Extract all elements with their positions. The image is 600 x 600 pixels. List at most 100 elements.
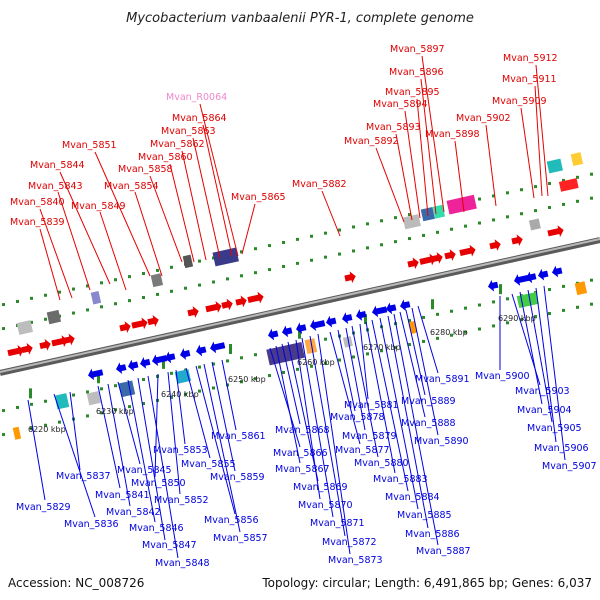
gene-label[interactable]: Mvan_5892 <box>344 136 399 147</box>
gene-label[interactable]: Mvan_5882 <box>292 179 347 190</box>
leader-line <box>192 137 221 259</box>
gene-label[interactable]: Mvan_5909 <box>492 96 547 107</box>
tick-dot <box>142 402 145 406</box>
feature-box-shape <box>570 152 584 167</box>
gene-label[interactable]: Mvan_5837 <box>56 471 111 482</box>
tick-dot <box>352 249 355 253</box>
gene-label[interactable]: Mvan_5858 <box>118 164 173 175</box>
tick-dot <box>156 292 159 296</box>
gene-label[interactable]: Mvan_5884 <box>385 492 440 503</box>
forward-gene-arrow <box>431 252 443 264</box>
gene-label[interactable]: Mvan_5848 <box>155 558 210 569</box>
gene-label[interactable]: Mvan_5861 <box>211 431 266 442</box>
gene-label[interactable]: Mvan_5846 <box>129 523 184 534</box>
gene-label[interactable]: Mvan_5904 <box>517 405 572 416</box>
top-leader-lines <box>39 55 549 301</box>
tick-dot <box>114 278 117 282</box>
gene-label[interactable]: Mvan_5897 <box>390 44 445 55</box>
gene-label[interactable]: Mvan_5836 <box>64 519 119 530</box>
gene-label[interactable]: Mvan_5841 <box>95 490 150 501</box>
gene-label[interactable]: Mvan_5853 <box>153 445 208 456</box>
feature-box <box>402 214 421 230</box>
gene-label[interactable]: Mvan_5843 <box>28 181 83 192</box>
gene-label[interactable]: Mvan_5871 <box>310 518 365 529</box>
gene-label[interactable]: Mvan_5890 <box>414 436 469 447</box>
gene-label[interactable]: Mvan_5863 <box>161 126 216 137</box>
gene-label[interactable]: Mvan_5845 <box>117 465 172 476</box>
tick-label: 6290 kbp <box>498 314 536 323</box>
reverse-gene-arrow-shape <box>116 362 127 375</box>
gene-label[interactable]: Mvan_5905 <box>527 423 582 434</box>
gene-label[interactable]: Mvan_5847 <box>142 540 197 551</box>
gene-label[interactable]: Mvan_5885 <box>397 510 452 521</box>
gene-label[interactable]: Mvan_5881 <box>344 400 399 411</box>
tick-dot <box>576 175 579 179</box>
tick-label: 6220 kbp <box>28 425 66 434</box>
gene-label[interactable]: Mvan_5862 <box>150 139 205 150</box>
gene-label[interactable]: Mvan_5851 <box>62 140 117 151</box>
tick-dot <box>282 240 285 244</box>
gene-label[interactable]: Mvan_5860 <box>138 152 193 163</box>
forward-gene-arrow-shape <box>187 306 199 318</box>
gene-label[interactable]: Mvan_5844 <box>30 160 85 171</box>
gene-label[interactable]: Mvan_5850 <box>131 478 186 489</box>
gene-label[interactable]: Mvan_5900 <box>475 371 530 382</box>
reverse-gene-arrow <box>268 328 279 341</box>
gene-label[interactable]: Mvan_5869 <box>293 482 348 493</box>
gene-label[interactable]: Mvan_5849 <box>71 201 126 212</box>
gene-label[interactable]: Mvan_5872 <box>322 537 377 548</box>
gene-label[interactable]: Mvan_5906 <box>534 443 589 454</box>
gene-label[interactable]: Mvan_5855 <box>181 459 236 470</box>
gene-label[interactable]: Mvan_5894 <box>373 99 428 110</box>
gene-label[interactable]: Mvan_5895 <box>385 87 440 98</box>
gene-label[interactable]: Mvan_5856 <box>204 515 259 526</box>
tick-dot <box>562 178 565 182</box>
gene-label[interactable]: Mvan_5896 <box>389 67 444 78</box>
scale-labels: 6220 kbp 6230 kbp 6240 kbp 6250 kbp 6260… <box>28 314 536 434</box>
rna-label[interactable]: Mvan_R0064 <box>166 92 227 103</box>
gene-label[interactable]: Mvan_5877 <box>335 445 390 456</box>
gene-label[interactable]: Mvan_5829 <box>16 502 71 513</box>
gene-label[interactable]: Mvan_5893 <box>366 122 421 133</box>
gene-label[interactable]: Mvan_5870 <box>298 500 353 511</box>
feature-box <box>182 254 194 269</box>
gene-label[interactable]: Mvan_5864 <box>172 113 227 124</box>
gene-label[interactable]: Mvan_5866 <box>273 448 328 459</box>
forward-gene-arrow <box>444 249 456 261</box>
gene-label[interactable]: Mvan_5907 <box>542 461 597 472</box>
gene-label[interactable]: Mvan_5898 <box>425 129 480 140</box>
gene-label[interactable]: Mvan_5879 <box>342 431 397 442</box>
reverse-gene-arrow-shape <box>180 348 191 360</box>
gene-label[interactable]: Mvan_5880 <box>354 458 409 469</box>
gene-label[interactable]: Mvan_5854 <box>104 181 159 192</box>
gene-label[interactable]: Mvan_5903 <box>515 386 570 397</box>
gene-label[interactable]: Mvan_5912 <box>503 53 558 64</box>
gene-label[interactable]: Mvan_5886 <box>405 529 460 540</box>
gene-label[interactable]: Mvan_5859 <box>210 472 265 483</box>
tick-dot <box>16 405 19 409</box>
tick-dot <box>170 289 173 293</box>
gene-label[interactable]: Mvan_5868 <box>275 425 330 436</box>
tick-dot <box>100 281 103 285</box>
leader-line <box>404 110 421 219</box>
gene-label[interactable]: Mvan_5911 <box>502 74 557 85</box>
gene-label[interactable]: Mvan_5887 <box>416 546 471 557</box>
gene-label[interactable]: Mvan_5852 <box>154 495 209 506</box>
gene-label[interactable]: Mvan_5873 <box>328 555 383 566</box>
gene-label[interactable]: Mvan_5888 <box>401 418 456 429</box>
leader-line <box>421 55 445 213</box>
gene-label[interactable]: Mvan_5867 <box>275 464 330 475</box>
gene-label[interactable]: Mvan_5878 <box>330 412 385 423</box>
gene-label[interactable]: Mvan_5902 <box>456 113 511 124</box>
gene-label[interactable]: Mvan_5839 <box>10 217 65 228</box>
tick-dot <box>450 309 453 313</box>
gene-label[interactable]: Mvan_5889 <box>401 396 456 407</box>
gene-label[interactable]: Mvan_5891 <box>415 374 470 385</box>
tick-dot <box>478 303 481 307</box>
gene-label[interactable]: Mvan_5883 <box>373 474 428 485</box>
gene-label[interactable]: Mvan_5842 <box>106 507 161 518</box>
leader-line <box>147 375 179 559</box>
gene-label[interactable]: Mvan_5840 <box>10 197 65 208</box>
gene-label[interactable]: Mvan_5865 <box>231 192 286 203</box>
gene-label[interactable]: Mvan_5857 <box>213 533 268 544</box>
